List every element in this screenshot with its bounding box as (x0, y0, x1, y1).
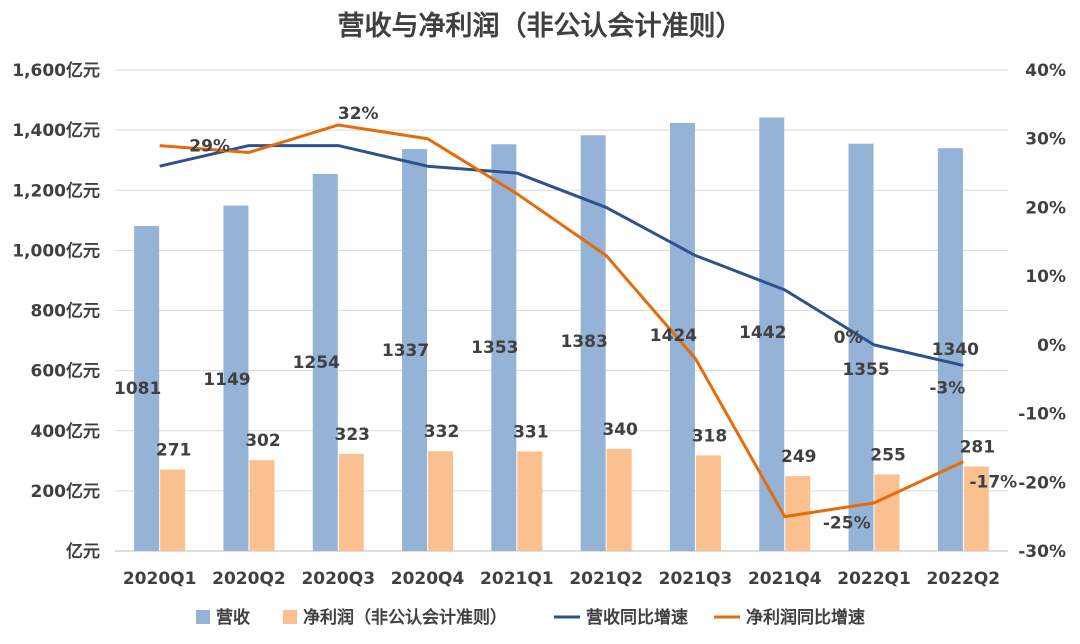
legend-item-net-profit-growth[interactable]: 净利润同比增速 (714, 607, 865, 628)
legend-label: 营收 (216, 607, 250, 628)
legend-label: 营收同比增速 (586, 607, 688, 628)
net-profit-growth-label: -25% (823, 514, 871, 534)
left-axis-tick-label: 亿元 (66, 541, 100, 562)
net-profit-data-label: 331 (513, 422, 549, 442)
right-axis-tick-label: 40% (1025, 61, 1066, 81)
data-labels: 1081 271 1149 302 1254 323 1337 332 1353 331 1383 3… (114, 104, 1017, 534)
category-label: 2020Q2 (212, 569, 286, 589)
revenue-growth-line (159, 144, 964, 367)
category-label: 2022Q1 (837, 569, 911, 589)
net-profit-data-label: 302 (245, 431, 281, 451)
right-axis-tick-label: 20% (1025, 198, 1066, 218)
revenue-data-label: 1353 (471, 338, 518, 358)
revenue-data-label: 1383 (560, 332, 607, 352)
right-axis-tick-label: 10% (1025, 267, 1066, 287)
left-axis-tick-label: 1,400亿元 (12, 120, 100, 141)
right-axis-tick-label: -20% (1018, 473, 1066, 493)
legend-label: 净利润（非公认会计准则） (303, 607, 507, 628)
right-axis-tick-label: -30% (1018, 542, 1066, 562)
net-profit-data-label: 340 (602, 420, 638, 440)
right-axis-tick-label: 30% (1025, 130, 1066, 150)
left-axis-tick-label: 600亿元 (31, 361, 101, 382)
net-profit-data-label: 249 (781, 447, 817, 467)
net-profit-data-label: 255 (870, 445, 906, 465)
net-profit-bar (963, 466, 989, 551)
category-label: 2020Q3 (301, 569, 375, 589)
net-profit-data-label: 281 (960, 438, 996, 458)
net-profit-bar (695, 455, 721, 551)
left-axis-tick-label: 1,000亿元 (12, 240, 100, 261)
gridlines (115, 69, 1008, 552)
legend-item-net-profit[interactable]: 净利润（非公认会计准则） (283, 607, 507, 628)
revenue-data-label: 1442 (739, 323, 786, 343)
revenue-data-label: 1081 (114, 379, 161, 399)
net-profit-growth-label: 29% (189, 137, 230, 157)
left-axis-tick-label: 800亿元 (31, 301, 101, 322)
left-axis-ticks: 亿元 200亿元 400亿元 600亿元 800亿元 1,000亿元 1,200亿元 1,40… (12, 60, 100, 562)
category-label: 2020Q1 (123, 569, 197, 589)
net-profit-growth-label: -17% (969, 473, 1017, 493)
legend-swatch (283, 610, 297, 624)
revenue-bar (134, 226, 160, 552)
revenue-data-label: 1424 (650, 326, 697, 346)
net-profit-data-label: 332 (424, 422, 460, 442)
net-profit-data-label: 271 (156, 441, 192, 461)
left-axis-tick-label: 1,600亿元 (12, 60, 100, 81)
net-profit-growth-line (159, 123, 964, 519)
legend: 营收 净利润（非公认会计准则） 营收同比增速 净利润同比增速 (196, 607, 865, 628)
legend-item-revenue-growth[interactable]: 营收同比增速 (554, 607, 688, 628)
category-axis-labels: 2020Q1 2020Q2 2020Q3 2020Q4 2021Q1 2021Q2 2021… (123, 569, 1000, 589)
net-profit-data-label: 318 (692, 426, 728, 446)
category-label: 2022Q2 (927, 569, 1001, 589)
revenue-growth-label: -3% (929, 378, 965, 398)
category-label: 2020Q4 (391, 569, 465, 589)
revenue-bar (848, 143, 874, 551)
category-label: 2021Q2 (569, 569, 643, 589)
bar-series (134, 117, 989, 552)
line-series (159, 123, 964, 519)
net-profit-bar (160, 469, 186, 551)
net-profit-bar (428, 451, 454, 551)
revenue-data-label: 1355 (842, 360, 889, 380)
revenue-bar (223, 205, 249, 551)
legend-item-revenue[interactable]: 营收 (196, 607, 250, 628)
legend-swatch (196, 610, 210, 624)
category-label: 2021Q3 (659, 569, 733, 589)
right-axis-ticks: -30% -20% -10% 0% 10% 20% 30% 40% (1018, 61, 1066, 562)
revenue-data-label: 1254 (293, 353, 340, 373)
net-profit-growth-label: 32% (338, 104, 379, 124)
category-label: 2021Q4 (748, 569, 822, 589)
revenue-growth-label: 0% (834, 328, 863, 348)
revenue-bar (669, 122, 695, 551)
revenue-data-label: 1337 (382, 341, 429, 361)
revenue-bar (402, 149, 428, 551)
category-label: 2021Q1 (480, 569, 554, 589)
net-profit-bar (249, 460, 275, 551)
left-axis-tick-label: 400亿元 (31, 421, 101, 442)
right-axis-tick-label: -10% (1018, 405, 1066, 425)
revenue-data-label: 1149 (203, 370, 250, 390)
revenue-bar (937, 148, 963, 551)
revenue-bar (491, 144, 517, 551)
left-axis-tick-label: 1,200亿元 (12, 180, 100, 201)
left-axis-tick-label: 200亿元 (31, 481, 101, 502)
net-profit-bar (338, 453, 364, 551)
net-profit-bar (517, 451, 543, 551)
chart-title: 营收与净利润（非公认会计准则） (337, 11, 743, 42)
right-axis-tick-label: 0% (1037, 336, 1066, 356)
legend-label: 净利润同比增速 (746, 607, 865, 628)
net-profit-data-label: 323 (335, 425, 371, 445)
revenue-data-label: 1340 (932, 340, 979, 360)
net-profit-bar (606, 448, 632, 551)
net-profit-bar (874, 474, 900, 551)
revenue-bar (312, 174, 338, 552)
